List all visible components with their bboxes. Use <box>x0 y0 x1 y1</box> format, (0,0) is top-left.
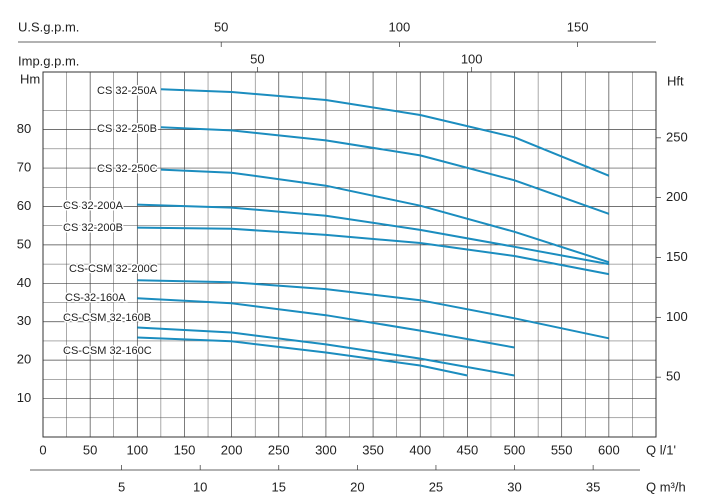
y-tick-label: 40 <box>17 275 31 290</box>
x-tick-label: 150 <box>174 442 196 457</box>
y2-tick-label: 50 <box>666 369 680 384</box>
pump-curve <box>137 336 468 377</box>
x4-tick-label: 100 <box>461 51 483 66</box>
y2-tick-label: 100 <box>666 309 688 324</box>
pump-curve <box>137 326 515 377</box>
curve-label: CS 32-250B <box>97 123 157 135</box>
y2-axis-title: Hft <box>667 73 684 88</box>
curve-label: CS 32-250C <box>97 163 158 175</box>
y2-tick-label: 250 <box>666 129 688 144</box>
y-tick-label: 20 <box>17 352 31 367</box>
pump-curve <box>137 297 515 349</box>
x-tick-label: 500 <box>504 442 526 457</box>
imp-gpm-title: Imp.g.p.m. <box>18 53 79 68</box>
pump-curve <box>137 203 609 266</box>
x3-tick-label: 100 <box>389 19 411 34</box>
x-tick-label: 200 <box>221 442 243 457</box>
y-tick-label: 30 <box>17 313 31 328</box>
x2-tick-label: 20 <box>350 479 364 494</box>
pump-curve <box>160 168 610 264</box>
x2-tick-label: 15 <box>272 479 286 494</box>
x-axis-title: Q l/1' <box>646 442 676 457</box>
y-tick-label: 10 <box>17 390 31 405</box>
y-tick-label: 80 <box>17 121 31 136</box>
curve-label: CS-32-160A <box>65 292 126 304</box>
x2-tick-label: 35 <box>586 479 600 494</box>
x4-tick-label: 50 <box>250 51 264 66</box>
plot-frame <box>42 71 657 438</box>
curve-label: CS-CSM 32-160B <box>63 312 151 324</box>
x-tick-label: 0 <box>39 442 46 457</box>
pump-curve <box>137 279 610 340</box>
curve-label: CS-CSM 32-160C <box>63 345 152 357</box>
y-axis-title: Hm <box>20 71 40 86</box>
x-tick-label: 250 <box>268 442 290 457</box>
pump-curve <box>137 226 609 276</box>
x2-axis-title: Q m³/h <box>646 479 686 494</box>
y2-tick-label: 200 <box>666 189 688 204</box>
curve-label: CS 32-250A <box>97 85 158 97</box>
x-tick-label: 600 <box>598 442 620 457</box>
x3-tick-label: 50 <box>214 19 228 34</box>
x2-tick-label: 10 <box>193 479 207 494</box>
y-tick-label: 70 <box>17 159 31 174</box>
x2-tick-label: 30 <box>507 479 521 494</box>
y-tick-label: 60 <box>17 198 31 213</box>
curve-label: CS 32-200A <box>63 200 124 212</box>
x-tick-label: 400 <box>409 442 431 457</box>
curve-label: CS 32-200B <box>63 222 123 234</box>
x-tick-label: 550 <box>551 442 573 457</box>
x-tick-label: 300 <box>315 442 337 457</box>
curve-label: CS-CSM 32-200C <box>69 263 158 275</box>
x-tick-label: 450 <box>457 442 479 457</box>
x2-tick-label: 25 <box>429 479 443 494</box>
x3-tick-label: 150 <box>567 19 589 34</box>
x2-tick-label: 5 <box>118 479 125 494</box>
us-gpm-title: U.S.g.p.m. <box>18 19 79 34</box>
x-tick-label: 50 <box>83 442 97 457</box>
y2-tick-label: 150 <box>666 249 688 264</box>
x-tick-label: 350 <box>362 442 384 457</box>
y-tick-label: 50 <box>17 236 31 251</box>
x-tick-label: 100 <box>126 442 148 457</box>
pump-curve <box>160 126 610 215</box>
pump-curve <box>160 88 610 177</box>
